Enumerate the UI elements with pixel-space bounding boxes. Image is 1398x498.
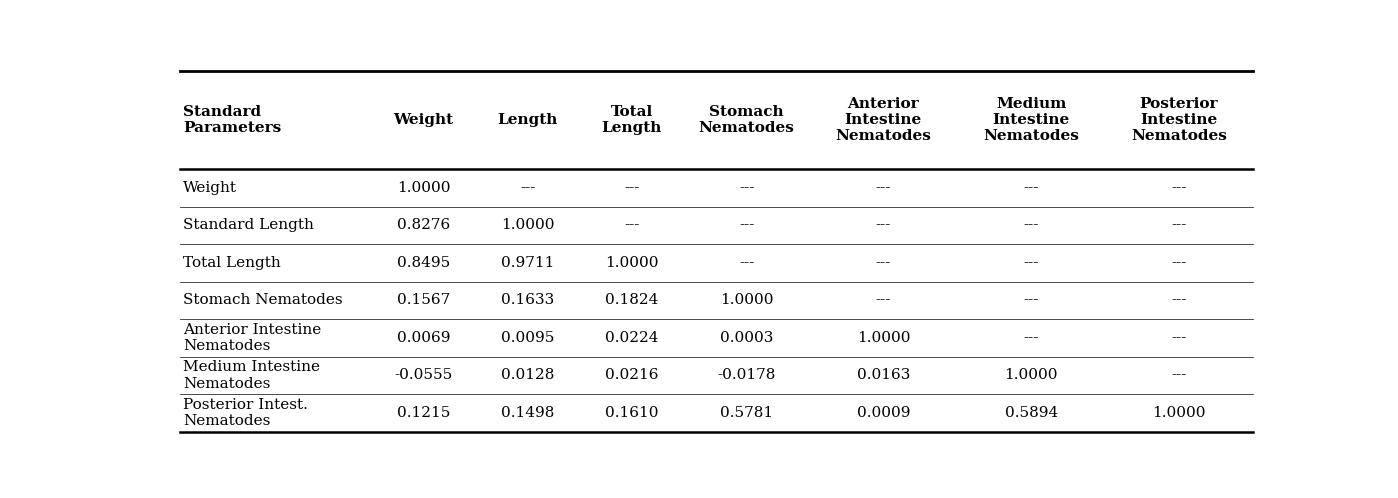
Text: 1.0000: 1.0000 [720, 293, 773, 307]
Text: ---: --- [740, 181, 755, 195]
Text: ---: --- [1172, 369, 1187, 382]
Text: Standard
Parameters: Standard Parameters [183, 105, 281, 135]
Text: -0.0178: -0.0178 [717, 369, 776, 382]
Text: ---: --- [740, 218, 755, 233]
Text: ---: --- [624, 181, 639, 195]
Text: 0.1824: 0.1824 [605, 293, 658, 307]
Text: ---: --- [1023, 293, 1039, 307]
Text: 0.8276: 0.8276 [397, 218, 450, 233]
Text: 0.1498: 0.1498 [500, 406, 555, 420]
Text: Anterior
Intestine
Nematodes: Anterior Intestine Nematodes [836, 97, 931, 143]
Text: ---: --- [1172, 331, 1187, 345]
Text: 0.0216: 0.0216 [605, 369, 658, 382]
Text: ---: --- [1023, 256, 1039, 270]
Text: 0.0003: 0.0003 [720, 331, 773, 345]
Text: Medium
Intestine
Nematodes: Medium Intestine Nematodes [983, 97, 1079, 143]
Text: -0.0555: -0.0555 [394, 369, 453, 382]
Text: ---: --- [624, 218, 639, 233]
Text: 0.8495: 0.8495 [397, 256, 450, 270]
Text: ---: --- [875, 181, 891, 195]
Text: Total
Length: Total Length [601, 105, 661, 135]
Text: Standard Length: Standard Length [183, 218, 315, 233]
Text: Posterior Intest.
Nematodes: Posterior Intest. Nematodes [183, 398, 309, 428]
Text: ---: --- [520, 181, 535, 195]
Text: 0.0128: 0.0128 [500, 369, 555, 382]
Text: 0.0095: 0.0095 [500, 331, 555, 345]
Text: ---: --- [875, 293, 891, 307]
Text: 0.1610: 0.1610 [605, 406, 658, 420]
Text: ---: --- [1172, 293, 1187, 307]
Text: 0.0069: 0.0069 [397, 331, 450, 345]
Text: Length: Length [498, 113, 558, 127]
Text: Posterior
Intestine
Nematodes: Posterior Intestine Nematodes [1131, 97, 1227, 143]
Text: Weight: Weight [183, 181, 238, 195]
Text: 1.0000: 1.0000 [605, 256, 658, 270]
Text: 0.5894: 0.5894 [1005, 406, 1058, 420]
Text: Total Length: Total Length [183, 256, 281, 270]
Text: Stomach Nematodes: Stomach Nematodes [183, 293, 343, 307]
Text: Medium Intestine
Nematodes: Medium Intestine Nematodes [183, 361, 320, 390]
Text: 0.0009: 0.0009 [857, 406, 910, 420]
Text: ---: --- [1023, 181, 1039, 195]
Text: 0.9711: 0.9711 [500, 256, 555, 270]
Text: Anterior Intestine
Nematodes: Anterior Intestine Nematodes [183, 323, 322, 353]
Text: ---: --- [1172, 181, 1187, 195]
Text: ---: --- [875, 218, 891, 233]
Text: ---: --- [1023, 331, 1039, 345]
Text: 0.5781: 0.5781 [720, 406, 773, 420]
Text: 0.1633: 0.1633 [500, 293, 554, 307]
Text: 1.0000: 1.0000 [857, 331, 910, 345]
Text: 0.0224: 0.0224 [605, 331, 658, 345]
Text: ---: --- [1172, 256, 1187, 270]
Text: Stomach
Nematodes: Stomach Nematodes [699, 105, 794, 135]
Text: 1.0000: 1.0000 [1004, 369, 1058, 382]
Text: ---: --- [875, 256, 891, 270]
Text: Weight: Weight [394, 113, 454, 127]
Text: 0.1567: 0.1567 [397, 293, 450, 307]
Text: 1.0000: 1.0000 [500, 218, 555, 233]
Text: 0.0163: 0.0163 [857, 369, 910, 382]
Text: ---: --- [740, 256, 755, 270]
Text: 1.0000: 1.0000 [397, 181, 450, 195]
Text: ---: --- [1023, 218, 1039, 233]
Text: ---: --- [1172, 218, 1187, 233]
Text: 0.1215: 0.1215 [397, 406, 450, 420]
Text: 1.0000: 1.0000 [1152, 406, 1205, 420]
